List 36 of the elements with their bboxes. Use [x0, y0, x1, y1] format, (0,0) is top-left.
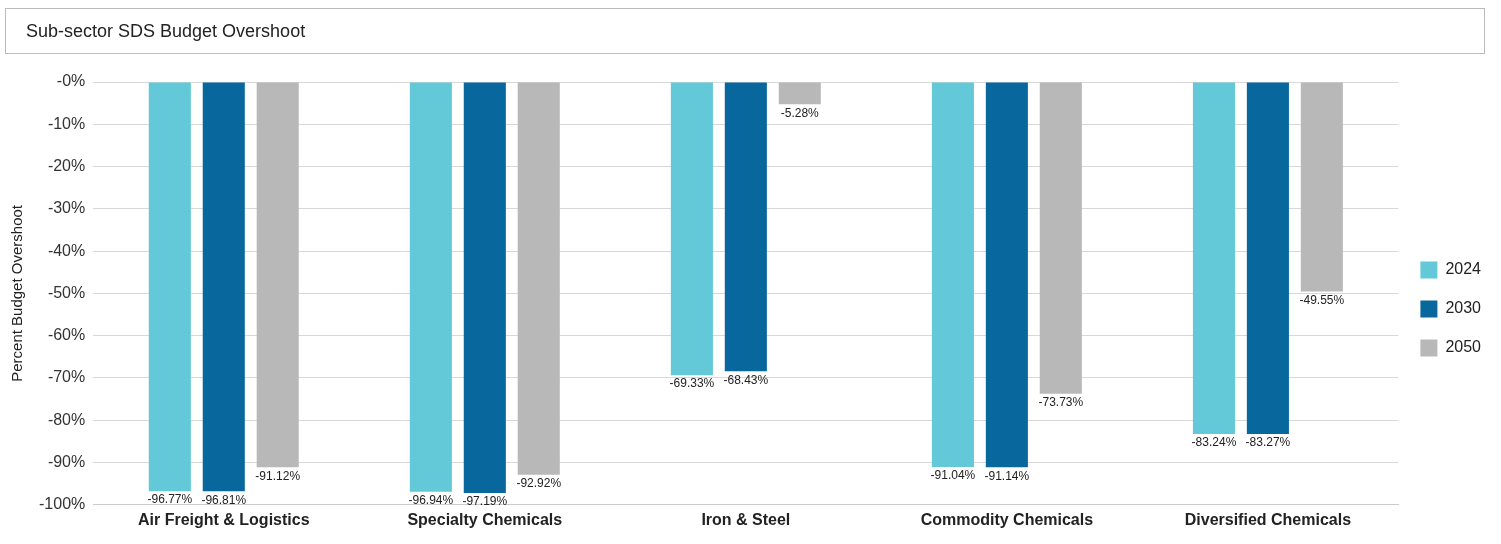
- data-label: -92.92%: [516, 476, 562, 491]
- data-label: -96.77%: [147, 492, 193, 507]
- y-tick-label: -80%: [47, 410, 86, 428]
- data-label: -91.04%: [930, 468, 976, 483]
- y-tick-label: -0%: [56, 72, 86, 90]
- legend-label: 2050: [1445, 338, 1482, 356]
- data-label: -49.55%: [1299, 292, 1345, 307]
- y-tick-label: -30%: [47, 199, 86, 217]
- data-label: -69.33%: [669, 376, 715, 391]
- y-tick-label: -40%: [47, 241, 86, 259]
- y-tick-label: -90%: [47, 452, 86, 470]
- x-tick-label: Iron & Steel: [701, 510, 791, 528]
- legend-label: 2024: [1445, 260, 1482, 278]
- data-label: -5.28%: [780, 105, 820, 120]
- chart-title: Sub-sector SDS Budget Overshoot: [5, 8, 1485, 54]
- data-label: -96.81%: [201, 492, 247, 507]
- x-tick-label: Commodity Chemicals: [920, 510, 1094, 528]
- x-tick-label: Air Freight & Logistics: [137, 510, 310, 528]
- y-tick-label: -50%: [47, 283, 86, 301]
- data-label: -91.12%: [255, 468, 301, 483]
- y-axis-title: Percent Budget Overshoot: [8, 204, 26, 382]
- y-tick-label: -20%: [47, 156, 86, 174]
- data-label: -73.73%: [1038, 395, 1084, 410]
- y-tick-label: -70%: [47, 368, 86, 386]
- data-label: -96.94%: [408, 493, 454, 508]
- data-label: -83.27%: [1245, 435, 1291, 450]
- data-label: -91.14%: [984, 468, 1030, 483]
- data-label: -97.19%: [462, 494, 508, 509]
- y-tick-label: -60%: [47, 326, 86, 344]
- y-tick-label: -10%: [47, 114, 86, 132]
- x-tick-label: Diversified Chemicals: [1184, 510, 1352, 528]
- data-label: -83.24%: [1191, 435, 1237, 450]
- x-tick-label: Specialty Chemicals: [407, 510, 563, 528]
- data-label: -68.43%: [723, 372, 769, 387]
- y-tick-label: -100%: [39, 495, 86, 513]
- legend-label: 2030: [1445, 299, 1482, 317]
